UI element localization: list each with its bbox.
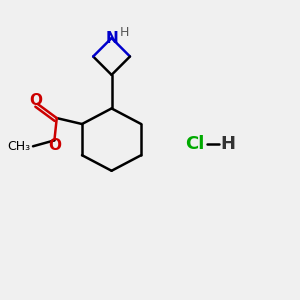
Text: CH₃: CH₃ bbox=[7, 140, 30, 153]
Text: Cl: Cl bbox=[185, 135, 204, 153]
Text: O: O bbox=[29, 93, 43, 108]
Text: H: H bbox=[120, 26, 129, 39]
Text: H: H bbox=[220, 135, 236, 153]
Text: N: N bbox=[105, 31, 118, 46]
Text: O: O bbox=[49, 138, 62, 153]
